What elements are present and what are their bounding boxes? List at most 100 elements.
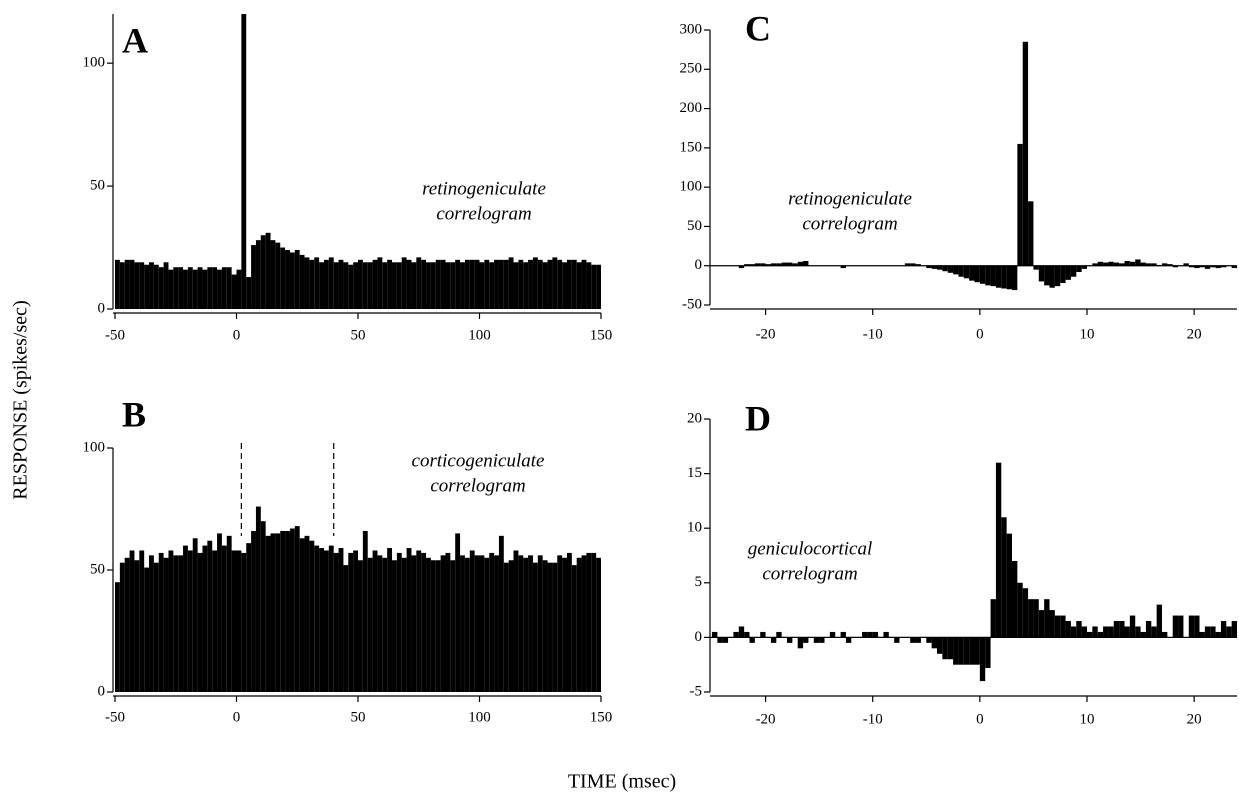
- x-tick-label: 100: [468, 709, 491, 725]
- bar: [1129, 615, 1136, 638]
- bar: [430, 262, 436, 309]
- y-tick-label: 100: [83, 439, 106, 455]
- bar: [1022, 41, 1029, 266]
- bar: [173, 267, 179, 309]
- bar: [937, 637, 943, 654]
- bar: [207, 267, 213, 309]
- bar: [246, 543, 252, 692]
- bar: [566, 259, 572, 309]
- bar: [969, 265, 975, 281]
- bar: [1022, 588, 1029, 638]
- bar: [537, 259, 543, 309]
- bar: [129, 259, 135, 309]
- bar: [430, 560, 436, 692]
- bar: [455, 533, 461, 692]
- bar: [153, 264, 159, 309]
- y-tick-label: 150: [680, 139, 703, 155]
- bar: [1081, 626, 1087, 638]
- bar: [343, 262, 349, 309]
- bar: [819, 637, 825, 643]
- bar: [328, 545, 334, 692]
- bar: [285, 530, 290, 692]
- bar: [910, 263, 916, 266]
- bar: [265, 232, 271, 309]
- bar: [183, 545, 188, 692]
- bar: [552, 562, 558, 692]
- bar: [1220, 265, 1227, 268]
- bar: [712, 631, 718, 638]
- bar: [396, 262, 402, 309]
- bar: [348, 552, 354, 692]
- bar: [528, 555, 533, 692]
- bar: [489, 552, 495, 692]
- bar: [733, 631, 739, 638]
- bar: [187, 550, 193, 692]
- bar: [426, 557, 431, 692]
- bar: [508, 560, 514, 692]
- bar: [1145, 263, 1152, 266]
- bar: [1006, 533, 1012, 638]
- x-tick-label: 0: [233, 709, 241, 725]
- bar: [571, 565, 577, 692]
- bar: [144, 567, 150, 692]
- bar: [338, 259, 344, 309]
- bar: [562, 262, 567, 309]
- y-tick-label: -5: [690, 683, 703, 699]
- bar: [1194, 615, 1200, 638]
- bar: [1124, 261, 1130, 266]
- bar: [840, 265, 846, 269]
- panel-letter: C: [745, 8, 771, 48]
- bar: [979, 265, 986, 284]
- bar: [212, 267, 218, 309]
- bar: [1231, 265, 1237, 269]
- bar: [1060, 265, 1066, 283]
- x-tick-label: 150: [590, 709, 613, 725]
- bar: [348, 264, 354, 309]
- bar: [1226, 626, 1232, 638]
- bar: [926, 265, 932, 269]
- bar: [1151, 263, 1157, 266]
- bar: [115, 259, 120, 309]
- bar: [217, 533, 222, 692]
- bar: [1194, 265, 1200, 269]
- bar: [1188, 615, 1195, 638]
- bar: [781, 262, 787, 266]
- bar: [387, 259, 393, 309]
- bar: [990, 599, 996, 638]
- bar: [202, 269, 208, 309]
- bar: [547, 259, 553, 309]
- bar: [1140, 631, 1146, 638]
- x-tick-label: 0: [233, 327, 241, 343]
- bar: [260, 235, 266, 309]
- annotation: retinogeniculate: [788, 188, 912, 209]
- bar: [894, 637, 900, 643]
- bar: [474, 555, 480, 692]
- bar: [1097, 261, 1104, 266]
- bar: [974, 637, 980, 665]
- bar: [479, 555, 485, 692]
- bar: [280, 530, 286, 692]
- bar: [754, 263, 761, 266]
- bar: [1017, 143, 1023, 266]
- bar: [440, 259, 446, 309]
- bar: [450, 560, 456, 692]
- x-tick-label: 20: [1187, 326, 1202, 342]
- bar: [776, 263, 782, 266]
- bar: [1065, 621, 1071, 638]
- bar: [285, 250, 290, 309]
- bar: [953, 265, 959, 275]
- bar: [309, 259, 315, 309]
- bar: [353, 550, 358, 692]
- bar: [845, 637, 852, 643]
- bar: [1006, 265, 1012, 290]
- bar: [328, 257, 334, 309]
- annotation: correlogram: [802, 213, 897, 234]
- bar: [1113, 621, 1120, 638]
- bar: [1044, 265, 1050, 286]
- bar: [494, 259, 499, 309]
- bar: [803, 637, 809, 643]
- y-tick-label: 50: [687, 218, 702, 234]
- bar: [542, 262, 548, 309]
- bar: [931, 265, 937, 269]
- y-tick-label: -50: [682, 296, 702, 312]
